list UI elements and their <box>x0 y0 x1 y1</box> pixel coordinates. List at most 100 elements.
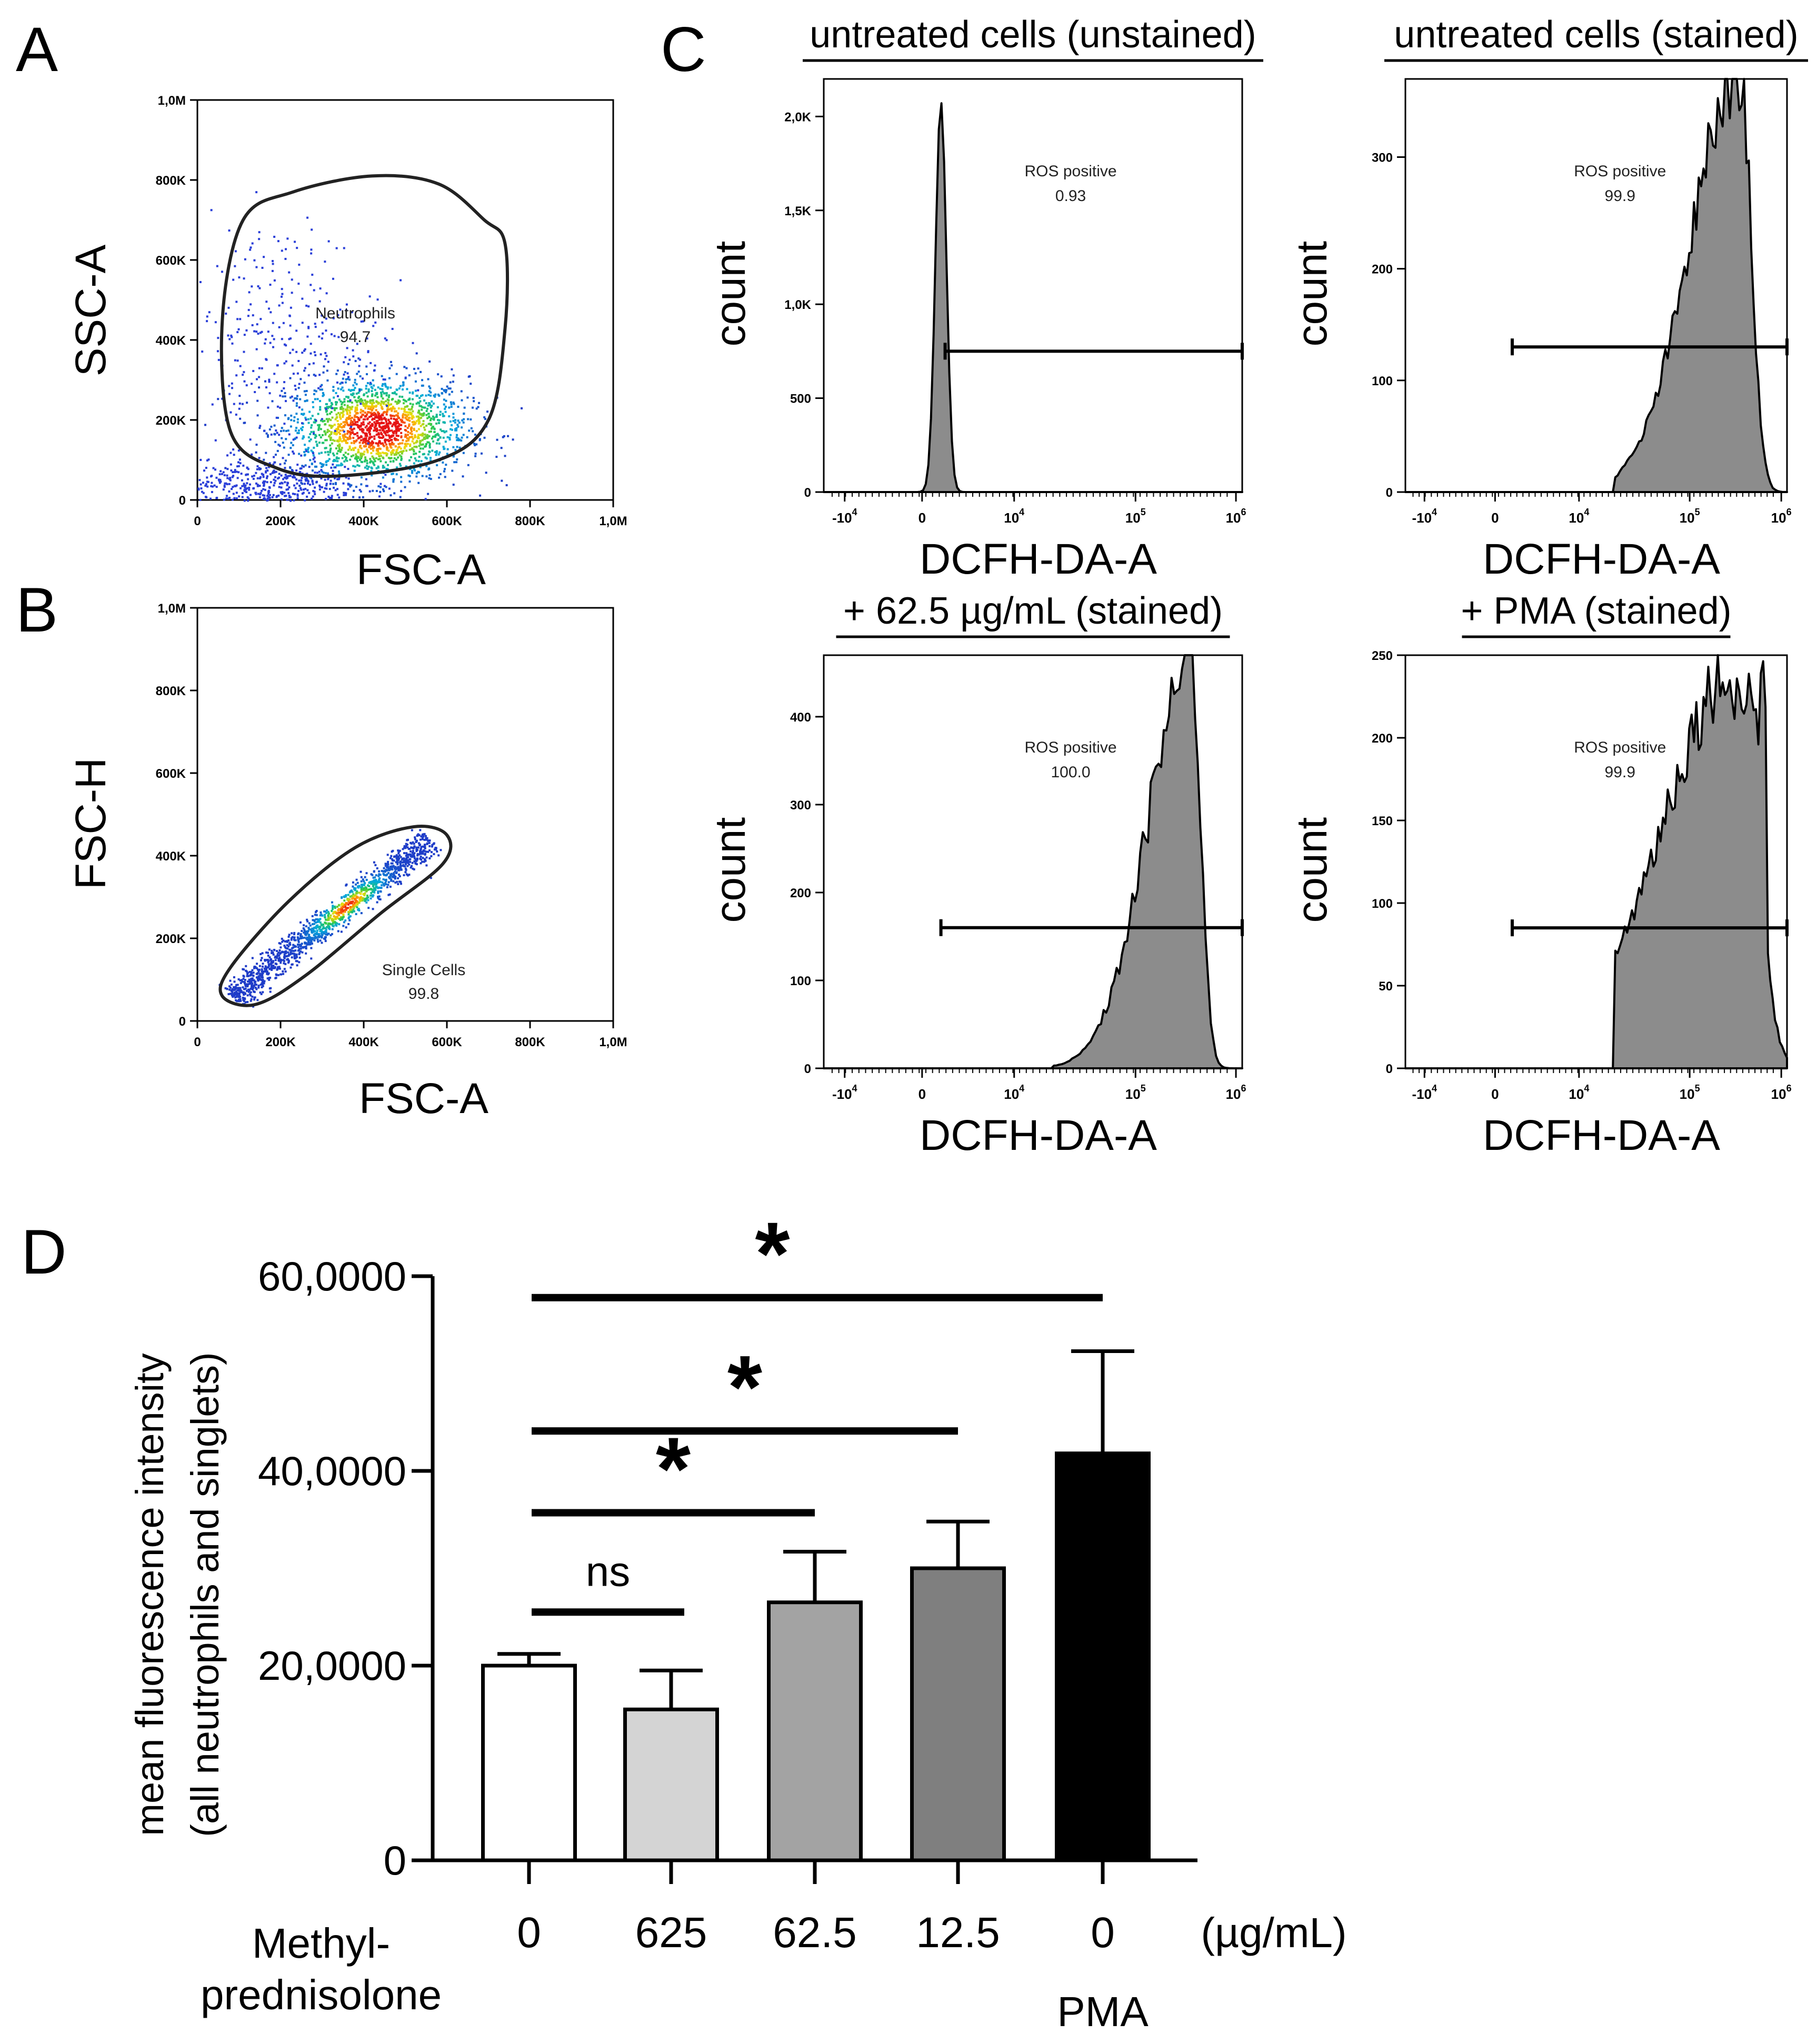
panel-b-event-dot <box>266 951 269 954</box>
panel-a-event-dot <box>418 412 421 415</box>
panel-a-event-dot <box>442 413 444 415</box>
panel-a-event-dot <box>243 484 245 487</box>
panel-b-event-dot <box>305 946 307 948</box>
hist-2-y-tick-label: 200 <box>1372 263 1393 277</box>
panel-a-event-dot <box>360 436 363 438</box>
panel-a-event-dot <box>216 265 218 267</box>
panel-a-event-dot <box>400 427 402 430</box>
panel-b-event-dot <box>306 931 309 934</box>
panel-b-event-dot <box>248 970 251 973</box>
panel-a-event-dot <box>378 440 381 443</box>
panel-b-event-dot <box>257 986 260 989</box>
panel-b-event-dot <box>330 934 332 937</box>
panel-a-event-dot <box>475 407 478 410</box>
panel-b-event-dot <box>420 855 422 858</box>
panel-b-event-dot <box>397 850 400 853</box>
panel-a-event-dot <box>291 469 294 472</box>
panel-b-y-tick-label: 600K <box>156 767 186 781</box>
panel-a-event-dot <box>294 241 296 243</box>
panel-a-event-dot <box>358 389 361 392</box>
panel-a-event-dot <box>239 487 242 489</box>
panel-a-event-dot <box>304 400 306 403</box>
panel-a-event-dot <box>366 418 368 420</box>
panel-a-event-dot <box>374 425 377 427</box>
panel-a-event-dot <box>344 433 346 436</box>
panel-b-event-dot <box>305 933 308 935</box>
panel-a-event-dot <box>228 393 231 395</box>
panel-a-event-dot <box>377 445 380 447</box>
panel-a-event-dot <box>411 407 413 410</box>
panel-a-event-dot <box>302 488 305 491</box>
panel-a-event-dot <box>223 486 226 488</box>
hist-2-x-tick-label: 105 <box>1680 507 1700 526</box>
panel-b-event-dot <box>271 968 273 971</box>
panel-a-event-dot <box>243 350 245 353</box>
panel-a-event-dot <box>349 417 352 420</box>
panel-b-x-tick-label: 1,0M <box>599 1035 627 1049</box>
panel-b-event-dot <box>323 910 326 913</box>
panel-b-event-dot <box>305 934 307 936</box>
panel-b-event-dot <box>387 894 390 896</box>
panel-a-event-dot <box>354 359 357 362</box>
panel-b-y-tick-label: 1,0M <box>158 602 186 616</box>
panel-a-event-dot <box>397 429 400 432</box>
panel-b-event-dot <box>360 870 362 873</box>
panel-a-event-dot <box>383 452 386 455</box>
panel-a-event-dot <box>409 445 412 447</box>
panel-a-event-dot <box>325 460 328 463</box>
panel-a-event-dot <box>415 475 418 478</box>
panel-a-event-dot <box>314 398 316 400</box>
panel-a-event-dot <box>346 422 348 424</box>
panel-b-event-dot <box>377 891 380 894</box>
panel-a-event-dot <box>243 499 246 502</box>
panel-a-event-dot <box>269 481 272 484</box>
panel-b-event-dot <box>395 861 397 864</box>
panel-a-event-dot <box>211 403 214 406</box>
panel-a-event-dot <box>361 430 364 433</box>
panel-a-event-dot <box>456 434 458 436</box>
panel-b-event-dot <box>425 864 428 867</box>
panel-b-event-dot <box>309 941 312 944</box>
panel-a-event-dot <box>368 431 371 434</box>
panel-b-event-dot <box>313 934 316 937</box>
panel-b-event-dot <box>394 855 397 858</box>
panel-a-event-dot <box>445 389 447 392</box>
panel-a-event-dot <box>383 445 385 447</box>
panel-a-event-dot <box>305 304 308 307</box>
panel-a-event-dot <box>452 401 455 404</box>
panel-b-event-dot <box>403 860 406 863</box>
panel-a-event-dot <box>470 418 472 421</box>
panel-a-event-dot <box>259 332 262 334</box>
panel-a-event-dot <box>244 486 246 489</box>
panel-b-event-dot <box>433 842 435 845</box>
panel-a-y-tick-label: 800K <box>156 174 186 188</box>
panel-a-event-dot <box>443 431 446 434</box>
panel-a-event-dot <box>409 432 412 435</box>
panel-a-event-dot <box>431 405 433 407</box>
panel-a-event-dot <box>382 390 384 393</box>
panel-b-event-dot <box>383 884 385 887</box>
panel-a-event-dot <box>393 454 396 456</box>
panel-a-event-dot <box>266 435 269 438</box>
panel-b-event-dot <box>365 901 368 904</box>
panel-a-event-dot <box>378 429 381 432</box>
panel-a-event-dot <box>347 363 350 365</box>
panel-a-event-dot <box>314 465 316 468</box>
panel-b-event-dot <box>394 866 397 868</box>
panel-a-event-dot <box>274 479 277 482</box>
panel-b-event-dot <box>396 855 399 858</box>
panel-a-event-dot <box>385 403 387 406</box>
panel-a-event-dot <box>385 385 387 388</box>
panel-a-event-dot <box>277 444 280 446</box>
panel-a-event-dot <box>360 452 362 455</box>
panel-a-event-dot <box>397 443 400 445</box>
panel-b-event-dot <box>403 874 405 877</box>
panel-b-event-dot <box>322 931 325 934</box>
panel-a-event-dot <box>364 466 366 469</box>
panel-a-event-dot <box>357 426 360 428</box>
panel-b-event-dot <box>346 907 348 909</box>
panel-a-event-dot <box>322 420 324 423</box>
panel-a-event-dot <box>394 445 397 448</box>
panel-a-event-dot <box>333 486 335 489</box>
